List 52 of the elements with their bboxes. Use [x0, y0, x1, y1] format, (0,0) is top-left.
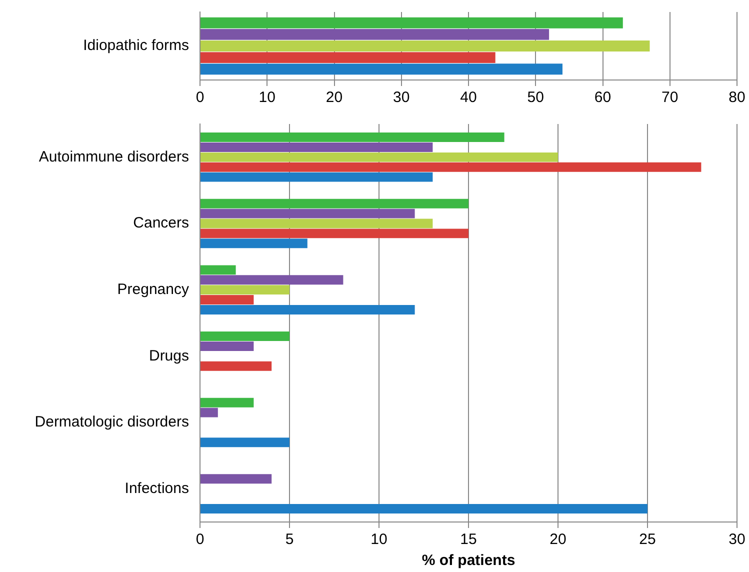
bar	[200, 361, 272, 371]
x-tick-label: 15	[460, 531, 477, 548]
y-tick-label: Dermatologic disorders	[34, 414, 189, 431]
x-tick-label: 30	[393, 89, 410, 106]
x-tick-label: 5	[285, 531, 294, 548]
x-tick-label: 0	[196, 531, 204, 548]
bar	[200, 398, 254, 408]
y-tick-label: Pregnancy	[117, 280, 190, 298]
x-tick-label: 25	[639, 531, 656, 548]
x-tick-label: 10	[258, 89, 276, 106]
bar	[200, 64, 562, 75]
x-tick-label: 20	[550, 531, 566, 548]
y-tick-label: Autoimmune disorders	[38, 148, 189, 166]
y-tick-label: Infections	[124, 480, 189, 497]
bar	[200, 52, 496, 64]
x-tick-label: 30	[728, 531, 746, 548]
x-tick-label: 50	[527, 89, 544, 106]
x-tick-label: 70	[662, 89, 678, 106]
x-tick-label: 80	[728, 89, 746, 106]
x-tick-label: 40	[460, 89, 477, 106]
bar	[200, 275, 344, 285]
x-tick-label: 0	[196, 89, 204, 106]
bar	[200, 228, 468, 238]
bar	[200, 285, 290, 295]
bar	[200, 198, 468, 208]
bar	[200, 17, 623, 28]
bar	[200, 474, 272, 484]
bar	[200, 332, 290, 341]
bar	[200, 40, 650, 52]
bar	[200, 132, 504, 142]
x-tick-label: 10	[370, 531, 388, 548]
x-tick-label: 20	[326, 89, 343, 106]
bar	[200, 265, 236, 275]
bar	[200, 142, 433, 152]
x-axis-title: % of patients	[422, 552, 516, 570]
bar	[200, 438, 290, 448]
bar	[200, 504, 648, 514]
y-tick-label: Cancers	[133, 214, 189, 232]
bar	[200, 28, 550, 40]
bar	[200, 218, 433, 228]
bar	[200, 408, 218, 418]
y-tick-label: Idiopathic forms	[83, 37, 189, 54]
y-tick-label: Drugs	[148, 347, 189, 364]
x-tick-label: 60	[594, 89, 612, 106]
bar	[200, 305, 415, 314]
bar	[200, 341, 254, 351]
bar	[200, 172, 433, 182]
bar	[200, 295, 254, 305]
bar	[200, 208, 415, 218]
bar	[200, 162, 702, 172]
bar	[200, 238, 308, 248]
bar	[200, 152, 558, 162]
